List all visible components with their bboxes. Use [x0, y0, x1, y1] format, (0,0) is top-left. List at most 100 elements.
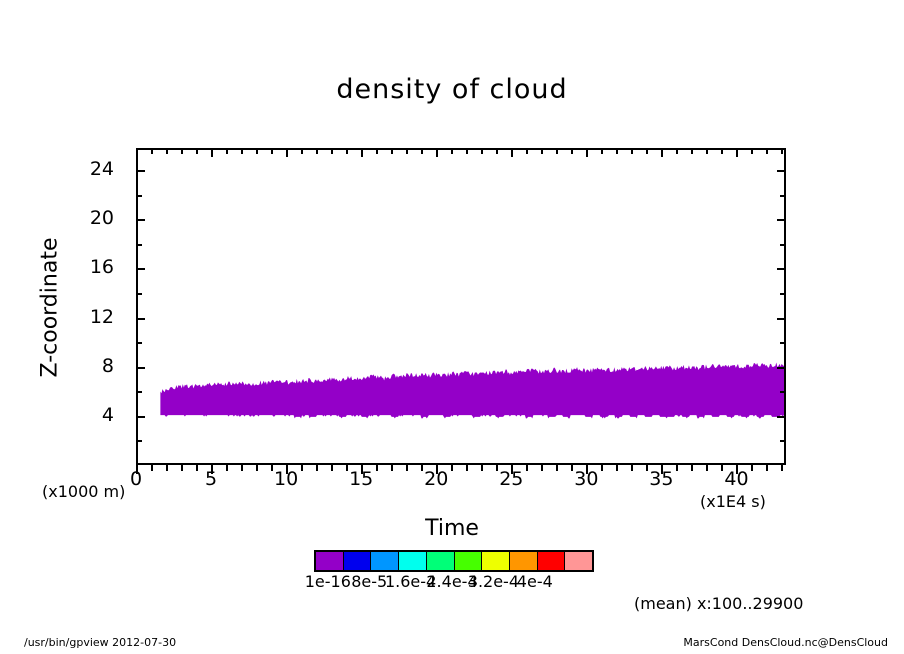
x-tick-mark [616, 465, 619, 471]
x-tick-mark [541, 148, 544, 154]
y-tick-label: 8 [101, 354, 114, 377]
y-tick-mark [136, 391, 142, 394]
x-tick-label: 35 [649, 468, 674, 490]
colorbar-swatch [509, 552, 538, 570]
colorbar-swatch [399, 552, 427, 570]
x-tick-mark [676, 465, 679, 471]
x-tick-mark [421, 465, 424, 471]
x-tick-mark [391, 465, 394, 471]
x-tick-mark [601, 465, 604, 471]
x-tick-mark [586, 465, 589, 474]
x-tick-mark [541, 465, 544, 471]
y-tick-mark [777, 268, 786, 271]
x-tick-mark [466, 465, 469, 471]
footer-left-text: /usr/bin/gpview 2012-07-30 [24, 636, 177, 649]
x-tick-mark [376, 465, 379, 471]
x-tick-mark [706, 465, 709, 471]
x-tick-mark [676, 148, 679, 154]
x-tick-mark [556, 148, 559, 154]
colorbar-swatch [343, 552, 372, 570]
x-tick-mark [481, 148, 484, 154]
x-tick-mark [151, 465, 153, 471]
x-tick-mark [166, 148, 169, 154]
colorbar-tick-label: 2.4e-4 [426, 572, 478, 591]
x-tick-mark [181, 465, 184, 471]
y-tick-mark [136, 415, 145, 418]
x-tick-mark [376, 148, 379, 154]
x-tick-mark [436, 465, 439, 474]
y-tick-mark [136, 243, 142, 246]
x-tick-label: 30 [574, 468, 599, 490]
x-tick-mark [496, 148, 499, 154]
x-tick-mark [706, 148, 709, 154]
colorbar-tick-labels: 1e-16 8e-5 1.6e-4 2.4e-4 3.2e-4 4e-4 [284, 572, 620, 592]
x-tick-label: 0 [129, 468, 143, 490]
x-tick-mark [346, 148, 349, 154]
colorbar-tick-label: 1e-16 [304, 572, 351, 591]
y-tick-mark [777, 317, 786, 320]
colorbar-tick-label: 1.6e-4 [384, 572, 437, 591]
x-tick-mark [136, 465, 138, 474]
y-tick-label: 12 [89, 305, 114, 328]
x-tick-mark [556, 465, 559, 471]
x-tick-label: 40 [724, 468, 749, 490]
x-tick-mark [721, 148, 724, 154]
x-tick-mark [751, 148, 754, 154]
x-tick-mark [406, 148, 409, 154]
y-tick-mark [780, 243, 786, 246]
y-tick-mark [777, 366, 786, 369]
x-tick-mark [661, 465, 664, 474]
x-tick-mark [646, 465, 649, 471]
colorbar [314, 550, 594, 572]
data-band [160, 362, 784, 419]
x-tick-mark [301, 465, 304, 471]
colorbar-swatch [371, 552, 400, 570]
x-tick-mark [766, 465, 769, 471]
x-tick-mark [691, 465, 694, 471]
x-tick-mark [316, 465, 319, 471]
y-tick-mark [136, 440, 142, 443]
x-tick-mark [781, 148, 784, 154]
x-tick-label: 20 [424, 468, 449, 490]
x-tick-mark [256, 465, 259, 471]
colorbar-tick-label: 8e-5 [351, 572, 388, 591]
x-tick-mark [511, 465, 514, 474]
x-tick-mark [361, 148, 364, 157]
x-tick-mark [526, 148, 529, 154]
y-tick-mark [136, 219, 145, 222]
x-tick-mark [571, 465, 574, 471]
y-tick-mark [136, 170, 145, 173]
plot-area [136, 148, 786, 465]
x-tick-mark [166, 465, 169, 471]
x-tick-mark [241, 148, 244, 154]
x-tick-mark [271, 148, 274, 154]
x-tick-mark [436, 148, 439, 157]
x-unit-right-label: (x1E4 s) [700, 492, 766, 511]
x-tick-mark [256, 148, 259, 154]
x-tick-mark [136, 148, 138, 157]
y-tick-mark [136, 194, 142, 197]
y-tick-label: 16 [89, 256, 114, 279]
y-tick-mark [136, 317, 145, 320]
x-tick-mark [691, 148, 694, 154]
x-tick-mark [286, 148, 289, 157]
x-tick-mark [271, 465, 274, 471]
y-tick-mark [777, 415, 786, 418]
mean-annotation: (mean) x:100..29900 [634, 594, 804, 613]
x-tick-mark [736, 465, 739, 474]
y-tick-mark [780, 292, 786, 295]
x-tick-mark [526, 465, 529, 471]
colorbar-swatch [537, 552, 566, 570]
x-tick-label: 5 [205, 468, 218, 490]
x-tick-mark [211, 148, 214, 157]
x-tick-mark [211, 465, 214, 474]
x-tick-mark [406, 465, 409, 471]
y-tick-mark [777, 219, 786, 222]
x-tick-mark [781, 465, 784, 471]
y-tick-mark [780, 391, 786, 394]
y-tick-label: 4 [101, 403, 114, 426]
x-tick-mark [316, 148, 319, 154]
x-tick-mark [301, 148, 304, 154]
x-tick-mark [646, 148, 649, 154]
x-tick-mark [766, 148, 769, 154]
